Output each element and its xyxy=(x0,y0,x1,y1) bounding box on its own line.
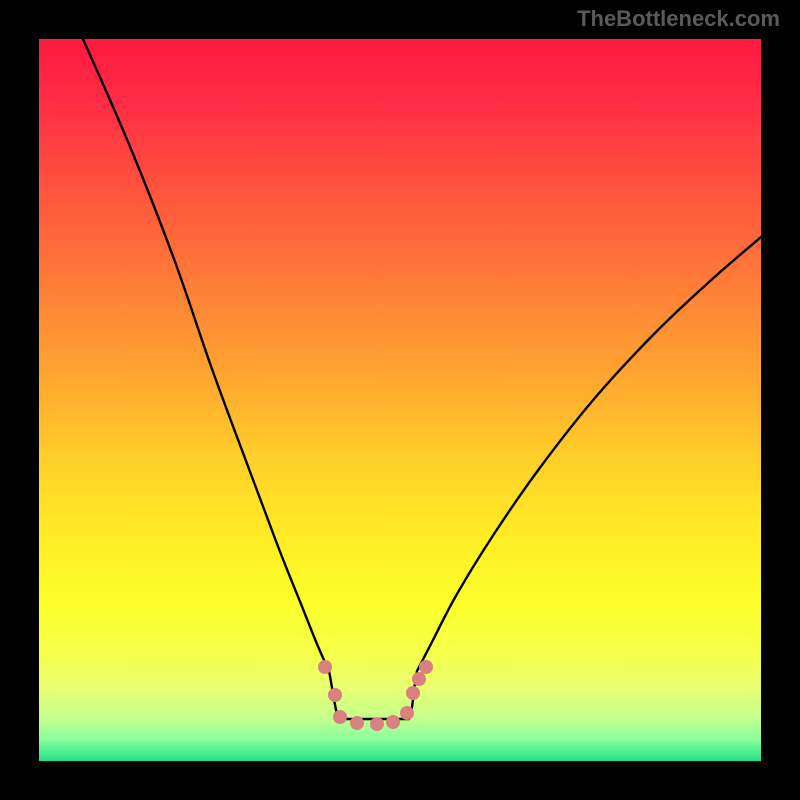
watermark-text: TheBottleneck.com xyxy=(577,6,780,32)
curve-marker xyxy=(318,660,332,674)
curve-marker xyxy=(419,660,433,674)
curve-marker xyxy=(370,717,384,731)
curve-marker xyxy=(333,710,347,724)
plot-area xyxy=(39,39,761,761)
curve-marker xyxy=(412,672,426,686)
curve-marker xyxy=(350,716,364,730)
bottleneck-curve xyxy=(39,39,761,761)
curve-marker xyxy=(386,715,400,729)
chart-container: TheBottleneck.com xyxy=(0,0,800,800)
curve-marker xyxy=(400,706,414,720)
curve-marker xyxy=(406,686,420,700)
curve-marker xyxy=(328,688,342,702)
